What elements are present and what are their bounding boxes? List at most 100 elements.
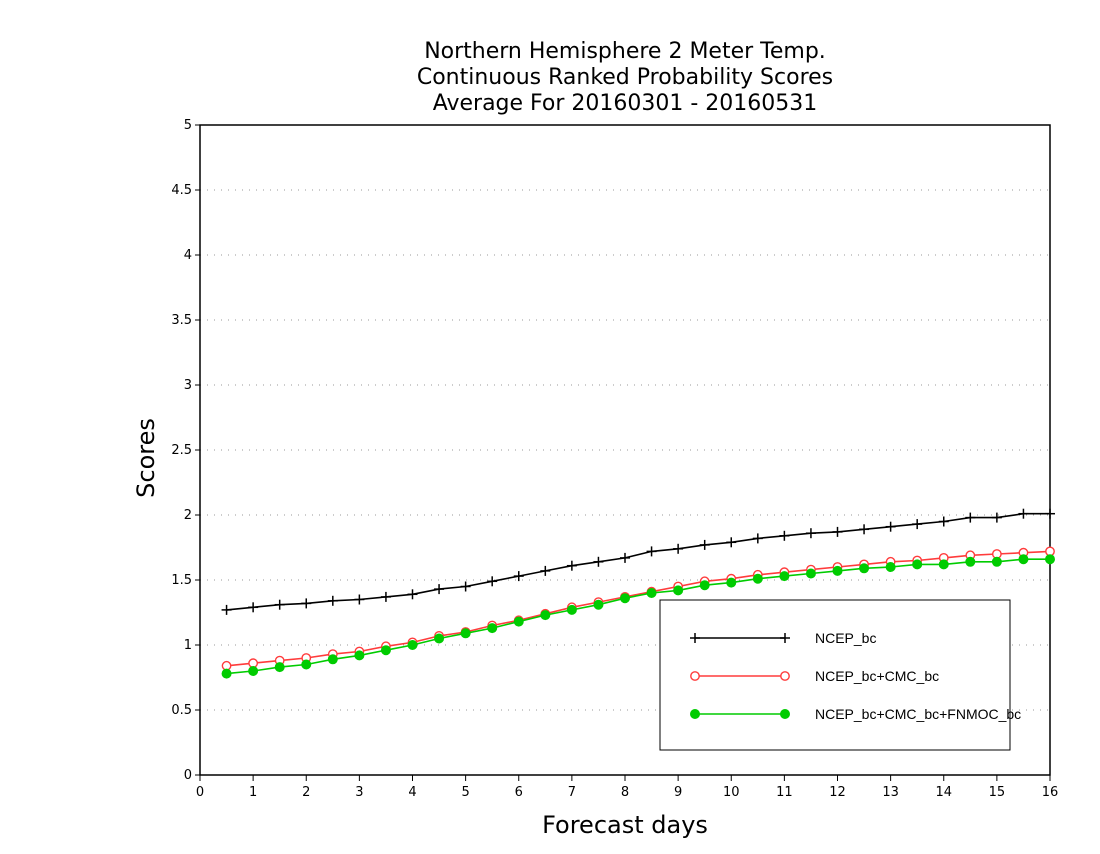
data-point-plus bbox=[912, 519, 923, 530]
legend-label: NCEP_bc+CMC_bc+FNMOC_bc bbox=[815, 706, 1021, 722]
data-point-filled-circle bbox=[699, 580, 710, 591]
data-point-filled-circle bbox=[301, 659, 312, 670]
data-point-plus bbox=[726, 537, 737, 548]
series-lines bbox=[221, 508, 1055, 679]
x-tick-label: 13 bbox=[882, 785, 899, 800]
data-point-filled-circle bbox=[221, 668, 232, 679]
data-point-plus bbox=[301, 598, 312, 609]
x-tick-label: 10 bbox=[723, 785, 740, 800]
y-axis-title: Scores bbox=[132, 418, 160, 498]
legend-box bbox=[659, 599, 1011, 751]
legend-label: NCEP_bc+CMC_bc bbox=[815, 668, 939, 684]
data-point-filled-circle bbox=[620, 593, 630, 604]
data-point-filled-circle bbox=[991, 556, 1002, 567]
data-point-plus bbox=[938, 516, 949, 527]
data-point-filled-circle bbox=[1045, 554, 1055, 565]
data-point-filled-circle bbox=[859, 563, 870, 574]
data-point-plus bbox=[460, 581, 471, 592]
data-point-filled-circle bbox=[540, 610, 551, 621]
data-point-filled-circle bbox=[780, 709, 790, 719]
x-tick-label: 6 bbox=[515, 785, 523, 800]
data-point-plus bbox=[1045, 508, 1055, 519]
data-point-filled-circle bbox=[434, 633, 445, 644]
y-tick-label: 1.5 bbox=[171, 573, 192, 588]
x-tick-label: 1 bbox=[249, 785, 257, 800]
x-tick-label: 8 bbox=[621, 785, 629, 800]
y-tick-label: 1 bbox=[184, 638, 192, 653]
data-point-plus bbox=[779, 530, 790, 541]
x-tick-label: 3 bbox=[355, 785, 363, 800]
x-tick-label: 14 bbox=[935, 785, 952, 800]
x-tick-label: 15 bbox=[989, 785, 1006, 800]
y-tick-label: 2 bbox=[184, 508, 192, 523]
x-tick-label: 7 bbox=[568, 785, 576, 800]
data-point-plus bbox=[991, 512, 1002, 523]
x-tick-label: 9 bbox=[674, 785, 682, 800]
x-axis-title: Forecast days bbox=[542, 811, 708, 839]
data-point-filled-circle bbox=[965, 556, 976, 567]
data-point-filled-circle bbox=[912, 559, 923, 570]
data-point-plus bbox=[752, 533, 763, 544]
data-point-plus bbox=[699, 539, 710, 550]
data-point-plus bbox=[540, 565, 551, 576]
data-point-filled-circle bbox=[566, 604, 577, 615]
data-point-plus bbox=[221, 604, 232, 615]
data-point-plus bbox=[965, 512, 976, 523]
y-tick-label: 4.5 bbox=[171, 183, 192, 198]
y-tick-label: 4 bbox=[184, 248, 192, 263]
data-point-filled-circle bbox=[779, 571, 790, 582]
data-point-filled-circle bbox=[593, 599, 604, 610]
x-tick-label: 12 bbox=[829, 785, 846, 800]
x-tick-label: 0 bbox=[196, 785, 204, 800]
data-point-filled-circle bbox=[380, 645, 391, 656]
data-point-plus bbox=[248, 602, 259, 613]
data-point-open-circle bbox=[780, 671, 790, 681]
data-point-filled-circle bbox=[832, 565, 843, 576]
data-point-plus bbox=[566, 560, 577, 571]
data-point-plus bbox=[805, 528, 816, 539]
data-point-filled-circle bbox=[752, 573, 763, 584]
y-tick-label: 3 bbox=[184, 378, 192, 393]
data-point-filled-circle bbox=[726, 577, 737, 588]
data-point-plus bbox=[780, 633, 790, 643]
data-point-filled-circle bbox=[248, 666, 259, 676]
legend: NCEP_bc NCEP_bc+CMC_bc NCEP_bc+CMC_bc+FNMO… bbox=[659, 599, 1021, 751]
data-point-filled-circle bbox=[673, 585, 684, 596]
data-point-plus bbox=[354, 594, 365, 605]
title-line-2: Continuous Ranked Probability Scores bbox=[417, 65, 833, 90]
data-point-filled-circle bbox=[407, 640, 418, 650]
data-point-filled-circle bbox=[1018, 554, 1029, 565]
data-point-plus bbox=[832, 526, 843, 537]
data-point-plus bbox=[859, 524, 870, 535]
data-point-plus bbox=[407, 589, 418, 600]
data-point-plus bbox=[690, 633, 700, 643]
data-point-filled-circle bbox=[805, 568, 816, 579]
x-tick-label: 5 bbox=[461, 785, 469, 800]
data-point-filled-circle bbox=[487, 623, 498, 634]
data-point-open-circle bbox=[690, 671, 700, 681]
legend-label: NCEP_bc bbox=[815, 630, 876, 646]
data-point-filled-circle bbox=[938, 559, 949, 570]
series-2 bbox=[221, 554, 1055, 679]
data-point-plus bbox=[1018, 508, 1029, 519]
data-point-plus bbox=[380, 591, 391, 602]
data-point-filled-circle bbox=[513, 616, 524, 627]
y-tick-label: 3.5 bbox=[171, 313, 192, 328]
data-point-filled-circle bbox=[460, 628, 471, 639]
y-tick-label: 0 bbox=[184, 768, 192, 783]
data-point-plus bbox=[885, 521, 896, 532]
data-point-plus bbox=[620, 552, 630, 563]
title-line-3: Average For 20160301 - 20160531 bbox=[433, 91, 818, 116]
chart-title: Northern Hemisphere 2 Meter Temp. Contin… bbox=[417, 39, 833, 116]
y-tick-label: 5 bbox=[184, 118, 192, 133]
data-point-plus bbox=[593, 556, 604, 567]
data-point-plus bbox=[673, 543, 684, 554]
data-point-filled-circle bbox=[885, 562, 896, 572]
y-tick-label: 2.5 bbox=[171, 443, 192, 458]
data-point-plus bbox=[327, 595, 338, 606]
data-point-filled-circle bbox=[354, 650, 365, 661]
data-point-plus bbox=[646, 546, 657, 557]
title-line-1: Northern Hemisphere 2 Meter Temp. bbox=[424, 39, 826, 64]
